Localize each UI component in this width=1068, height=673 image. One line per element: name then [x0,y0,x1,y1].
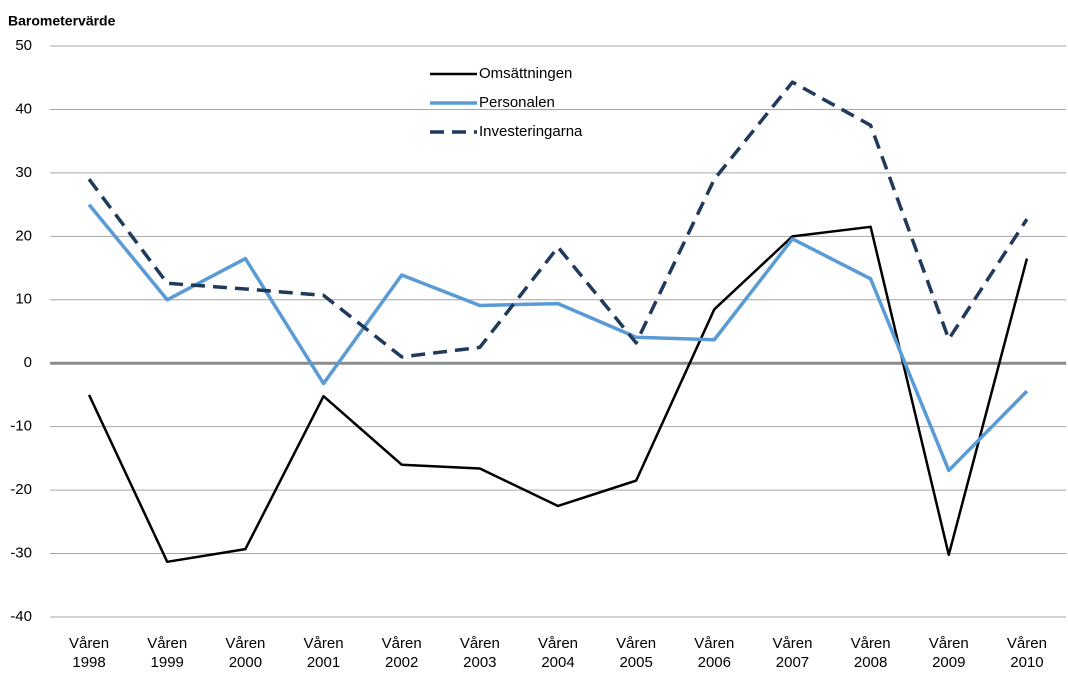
x-tick-label: Våren 1999 [147,635,188,671]
x-tick-label: Våren 2004 [537,635,579,671]
x-tick-label: Våren 2010 [1006,635,1047,671]
y-tick-label: 50 [15,37,32,54]
y-tick-label: -40 [10,608,32,625]
series-line [87,80,1029,359]
y-tick-label: -10 [10,418,32,435]
y-tick-label: 10 [15,291,32,308]
legend-label: Omsättningen [479,65,572,82]
x-tick-label: Våren 2003 [459,635,500,671]
legend-label: Investeringarna [479,123,583,140]
y-tick-label: -30 [10,545,32,562]
y-tick-label: 20 [15,227,32,244]
series-line [87,225,1029,564]
legend-label: Personalen [479,94,555,111]
x-tick-label: Våren 2005 [616,635,657,671]
x-tick-label: Våren 2002 [381,635,422,671]
x-tick-label: Våren 2007 [772,635,813,671]
y-tick-label: 40 [15,100,32,117]
x-tick-label: Våren 1998 [69,635,110,671]
x-tick-label: Våren 2008 [850,635,891,671]
y-tick-label: 0 [24,354,32,371]
x-tick-label: Våren 2001 [303,635,344,671]
x-tick-label: Våren 2009 [928,635,969,671]
y-axis-title: Barometervärde [8,13,116,29]
series-line [87,203,1029,473]
x-tick-label: Våren 2000 [225,635,266,671]
y-tick-label: 30 [15,164,32,181]
y-tick-label: -20 [10,481,32,498]
x-tick-label: Våren 2006 [694,635,735,671]
